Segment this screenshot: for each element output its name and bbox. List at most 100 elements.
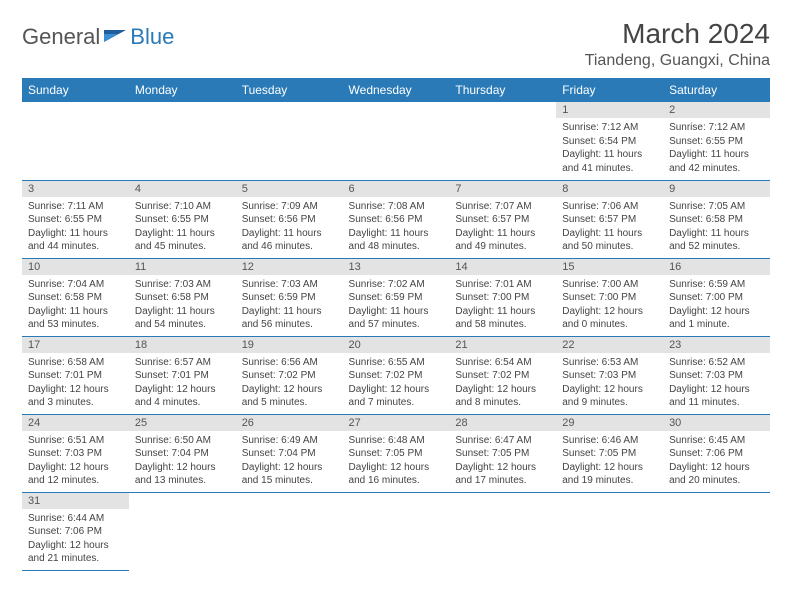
calendar-week-row: 31Sunrise: 6:44 AMSunset: 7:06 PMDayligh… xyxy=(22,492,770,570)
calendar-cell: 22Sunrise: 6:53 AMSunset: 7:03 PMDayligh… xyxy=(556,336,663,414)
calendar-cell: 28Sunrise: 6:47 AMSunset: 7:05 PMDayligh… xyxy=(449,414,556,492)
day-data: Sunrise: 6:45 AMSunset: 7:06 PMDaylight:… xyxy=(663,431,770,492)
calendar-cell: 10Sunrise: 7:04 AMSunset: 6:58 PMDayligh… xyxy=(22,258,129,336)
calendar-cell: 16Sunrise: 6:59 AMSunset: 7:00 PMDayligh… xyxy=(663,258,770,336)
day-data-line: Sunrise: 6:46 AM xyxy=(562,434,657,448)
day-data-line: Daylight: 12 hours xyxy=(135,383,230,397)
day-data-line: Daylight: 12 hours xyxy=(242,461,337,475)
calendar-cell: 6Sunrise: 7:08 AMSunset: 6:56 PMDaylight… xyxy=(343,180,450,258)
calendar-cell: 13Sunrise: 7:02 AMSunset: 6:59 PMDayligh… xyxy=(343,258,450,336)
weekday-header-row: Sunday Monday Tuesday Wednesday Thursday… xyxy=(22,78,770,102)
day-data: Sunrise: 7:11 AMSunset: 6:55 PMDaylight:… xyxy=(22,197,129,258)
calendar-cell: 23Sunrise: 6:52 AMSunset: 7:03 PMDayligh… xyxy=(663,336,770,414)
day-number: 13 xyxy=(343,259,450,275)
calendar-cell xyxy=(236,492,343,570)
day-data: Sunrise: 6:56 AMSunset: 7:02 PMDaylight:… xyxy=(236,353,343,414)
month-title: March 2024 xyxy=(585,18,770,50)
day-data-line: and 13 minutes. xyxy=(135,474,230,488)
calendar-table: Sunday Monday Tuesday Wednesday Thursday… xyxy=(22,78,770,571)
calendar-cell: 5Sunrise: 7:09 AMSunset: 6:56 PMDaylight… xyxy=(236,180,343,258)
day-data-line: and 54 minutes. xyxy=(135,318,230,332)
day-data-line: Sunset: 6:57 PM xyxy=(562,213,657,227)
calendar-cell: 4Sunrise: 7:10 AMSunset: 6:55 PMDaylight… xyxy=(129,180,236,258)
day-data-line: Daylight: 11 hours xyxy=(669,227,764,241)
day-data: Sunrise: 6:52 AMSunset: 7:03 PMDaylight:… xyxy=(663,353,770,414)
day-data-line: Sunset: 7:06 PM xyxy=(28,525,123,539)
day-data-line: Sunset: 7:00 PM xyxy=(455,291,550,305)
day-data-line: Daylight: 12 hours xyxy=(562,383,657,397)
day-number: 30 xyxy=(663,415,770,431)
day-data-line: and 15 minutes. xyxy=(242,474,337,488)
day-data-line: Sunset: 7:02 PM xyxy=(242,369,337,383)
calendar-cell: 11Sunrise: 7:03 AMSunset: 6:58 PMDayligh… xyxy=(129,258,236,336)
location: Tiandeng, Guangxi, China xyxy=(585,52,770,70)
day-data-line: Sunrise: 7:04 AM xyxy=(28,278,123,292)
day-data-line: Sunset: 6:58 PM xyxy=(669,213,764,227)
weekday-header: Wednesday xyxy=(343,78,450,102)
day-data-line: Sunrise: 6:55 AM xyxy=(349,356,444,370)
day-data-line: Sunset: 7:03 PM xyxy=(28,447,123,461)
calendar-cell: 26Sunrise: 6:49 AMSunset: 7:04 PMDayligh… xyxy=(236,414,343,492)
day-data-line: Sunset: 7:03 PM xyxy=(562,369,657,383)
day-data: Sunrise: 6:54 AMSunset: 7:02 PMDaylight:… xyxy=(449,353,556,414)
day-data-line: Daylight: 11 hours xyxy=(135,227,230,241)
day-number: 15 xyxy=(556,259,663,275)
day-data-line: Daylight: 12 hours xyxy=(28,539,123,553)
calendar-cell: 18Sunrise: 6:57 AMSunset: 7:01 PMDayligh… xyxy=(129,336,236,414)
day-data-line: and 52 minutes. xyxy=(669,240,764,254)
day-number: 24 xyxy=(22,415,129,431)
logo-text-2: Blue xyxy=(130,24,174,50)
day-data: Sunrise: 6:53 AMSunset: 7:03 PMDaylight:… xyxy=(556,353,663,414)
day-data: Sunrise: 7:12 AMSunset: 6:55 PMDaylight:… xyxy=(663,118,770,179)
day-data-line: Daylight: 12 hours xyxy=(455,383,550,397)
flag-icon xyxy=(104,28,128,44)
day-data-line: Daylight: 11 hours xyxy=(28,305,123,319)
day-data-line: and 53 minutes. xyxy=(28,318,123,332)
day-data-line: Sunset: 6:58 PM xyxy=(28,291,123,305)
day-data-line: and 48 minutes. xyxy=(349,240,444,254)
day-data-line: Sunrise: 6:45 AM xyxy=(669,434,764,448)
weekday-header: Saturday xyxy=(663,78,770,102)
day-data-line: Sunrise: 6:48 AM xyxy=(349,434,444,448)
calendar-cell xyxy=(663,492,770,570)
day-data-line: Sunset: 7:00 PM xyxy=(562,291,657,305)
day-number: 27 xyxy=(343,415,450,431)
day-data-line: and 8 minutes. xyxy=(455,396,550,410)
day-data-line: and 42 minutes. xyxy=(669,162,764,176)
day-data-line: Sunset: 6:55 PM xyxy=(669,135,764,149)
calendar-cell: 2Sunrise: 7:12 AMSunset: 6:55 PMDaylight… xyxy=(663,102,770,180)
day-data-line: Sunrise: 6:51 AM xyxy=(28,434,123,448)
day-data-line: Sunrise: 7:12 AM xyxy=(669,121,764,135)
day-data-line: and 58 minutes. xyxy=(455,318,550,332)
day-data-line: Sunset: 6:56 PM xyxy=(242,213,337,227)
day-data-line: and 0 minutes. xyxy=(562,318,657,332)
day-number: 18 xyxy=(129,337,236,353)
calendar-cell: 27Sunrise: 6:48 AMSunset: 7:05 PMDayligh… xyxy=(343,414,450,492)
day-number: 16 xyxy=(663,259,770,275)
day-data-line: Daylight: 12 hours xyxy=(562,461,657,475)
day-data: Sunrise: 7:03 AMSunset: 6:58 PMDaylight:… xyxy=(129,275,236,336)
day-number: 7 xyxy=(449,181,556,197)
day-data-line: and 56 minutes. xyxy=(242,318,337,332)
day-data-line: Daylight: 11 hours xyxy=(242,305,337,319)
day-data-line: Sunrise: 7:07 AM xyxy=(455,200,550,214)
day-data-line: Sunset: 7:04 PM xyxy=(135,447,230,461)
calendar-cell: 9Sunrise: 7:05 AMSunset: 6:58 PMDaylight… xyxy=(663,180,770,258)
calendar-cell xyxy=(556,492,663,570)
weekday-header: Monday xyxy=(129,78,236,102)
day-data-line: and 41 minutes. xyxy=(562,162,657,176)
day-number: 14 xyxy=(449,259,556,275)
day-number: 6 xyxy=(343,181,450,197)
calendar-cell: 20Sunrise: 6:55 AMSunset: 7:02 PMDayligh… xyxy=(343,336,450,414)
day-number: 20 xyxy=(343,337,450,353)
day-data-line: Sunrise: 7:11 AM xyxy=(28,200,123,214)
day-data: Sunrise: 6:55 AMSunset: 7:02 PMDaylight:… xyxy=(343,353,450,414)
day-data: Sunrise: 6:50 AMSunset: 7:04 PMDaylight:… xyxy=(129,431,236,492)
day-number: 3 xyxy=(22,181,129,197)
day-data-line: Sunset: 6:57 PM xyxy=(455,213,550,227)
day-data-line: and 1 minute. xyxy=(669,318,764,332)
calendar-cell xyxy=(129,102,236,180)
calendar-cell: 25Sunrise: 6:50 AMSunset: 7:04 PMDayligh… xyxy=(129,414,236,492)
day-data: Sunrise: 7:07 AMSunset: 6:57 PMDaylight:… xyxy=(449,197,556,258)
day-data-line: Daylight: 11 hours xyxy=(28,227,123,241)
